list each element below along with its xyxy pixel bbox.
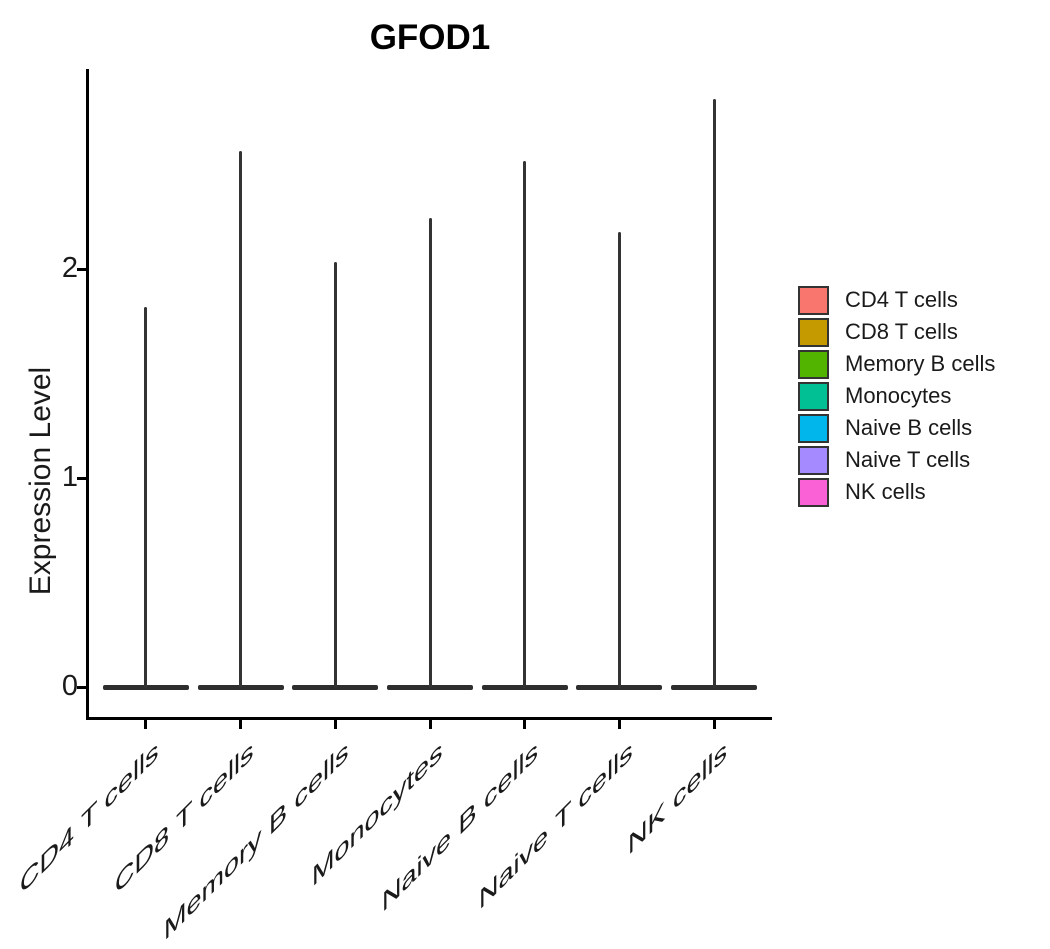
violin-spike-6 (712, 98, 716, 689)
x-tick-mark (712, 720, 716, 729)
legend-item-4: Naive B cells (798, 413, 995, 443)
legend-item-label: Naive B cells (845, 415, 973, 440)
legend-item-label: Naive T cells (845, 447, 971, 472)
x-tick-label: NK cells (628, 733, 728, 863)
violin-spike-3 (428, 217, 432, 689)
x-tick-mark (428, 720, 432, 729)
legend: CD4 T cells CD8 T cells Memory B cells Mono… (798, 285, 995, 509)
x-tick-mark (144, 720, 148, 729)
violin-spike-5 (617, 232, 621, 689)
legend-swatch-icon (798, 349, 829, 379)
legend-item-3: Monocytes (798, 381, 995, 411)
violin-spike-2 (333, 261, 337, 689)
y-tick-mark (77, 477, 86, 481)
legend-item-label: CD8 T cells (845, 319, 958, 344)
legend-swatch-icon (798, 317, 829, 347)
legend-item-label: NK cells (845, 479, 926, 504)
legend-item-0: CD4 T cells (798, 285, 995, 315)
y-tick-label: 0 (61, 669, 78, 702)
legend-item-6: NK cells (798, 477, 995, 507)
legend-item-label: Memory B cells (845, 351, 996, 376)
x-tick-label: Memory B cells (163, 733, 349, 948)
y-tick-mark (77, 686, 86, 689)
x-tick-mark (333, 720, 337, 729)
legend-swatch-icon (798, 413, 829, 443)
x-tick-mark (617, 720, 621, 729)
legend-swatch-icon (798, 285, 829, 315)
violin-spike-4 (523, 161, 527, 689)
y-tick-mark (77, 268, 86, 272)
x-tick-label: Naive B cells (381, 733, 538, 920)
x-tick-mark (239, 720, 243, 729)
legend-item-label: CD4 T cells (845, 287, 958, 312)
x-axis-line (86, 717, 772, 720)
plot-title: GFOD1 (369, 18, 491, 57)
y-tick-label: 2 (61, 251, 78, 284)
legend-item-label: Monocytes (845, 383, 952, 408)
legend-swatch-icon (798, 477, 829, 507)
y-tick-label: 1 (61, 460, 78, 493)
y-axis-line (86, 69, 89, 720)
legend-swatch-icon (798, 381, 829, 411)
legend-item-2: Memory B cells (798, 349, 995, 379)
violin-spike-0 (144, 307, 148, 689)
legend-item-5: Naive T cells (798, 445, 995, 475)
x-tick-label: Naive T cells (478, 733, 633, 917)
legend-item-1: CD8 T cells (798, 317, 995, 347)
legend-swatch-icon (798, 445, 829, 475)
x-tick-mark (523, 720, 527, 729)
violin-spike-1 (239, 150, 243, 689)
